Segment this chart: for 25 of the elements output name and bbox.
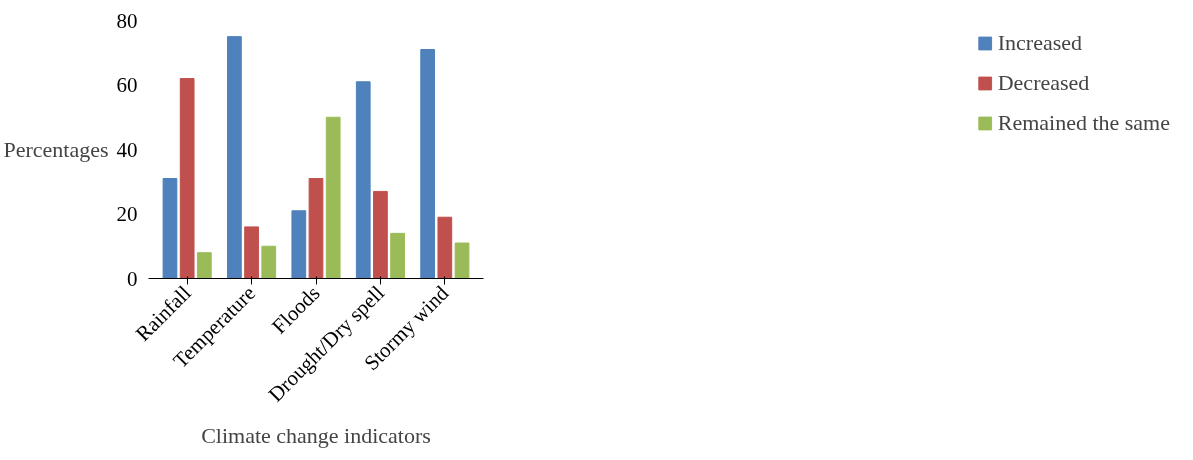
y-tick-label: 80: [116, 8, 138, 33]
bar: [227, 36, 242, 279]
y-tick-label: 60: [116, 73, 138, 97]
bar: [437, 216, 453, 279]
bar: [291, 210, 307, 279]
y-tick-label: 20: [116, 202, 138, 226]
y-tick-label: 40: [116, 137, 138, 162]
bar: [244, 226, 259, 279]
y-axis-title: Percentages: [3, 137, 109, 162]
bar: [162, 178, 178, 279]
y-tick-label: 0: [127, 266, 138, 291]
bar: [373, 190, 388, 279]
x-axis-title: Climate change indicators: [201, 422, 431, 448]
bar: [390, 232, 405, 279]
bar: [196, 252, 212, 279]
bar: [179, 78, 195, 279]
legend-label: Remained the same: [997, 110, 1170, 136]
bar: [261, 245, 277, 279]
bar: [308, 178, 324, 279]
bar: [325, 116, 341, 279]
bar: [355, 81, 371, 279]
bar: [454, 242, 470, 279]
legend-label: Increased: [997, 30, 1082, 56]
bar: [420, 49, 436, 279]
legend-label: Decreased: [997, 70, 1090, 96]
